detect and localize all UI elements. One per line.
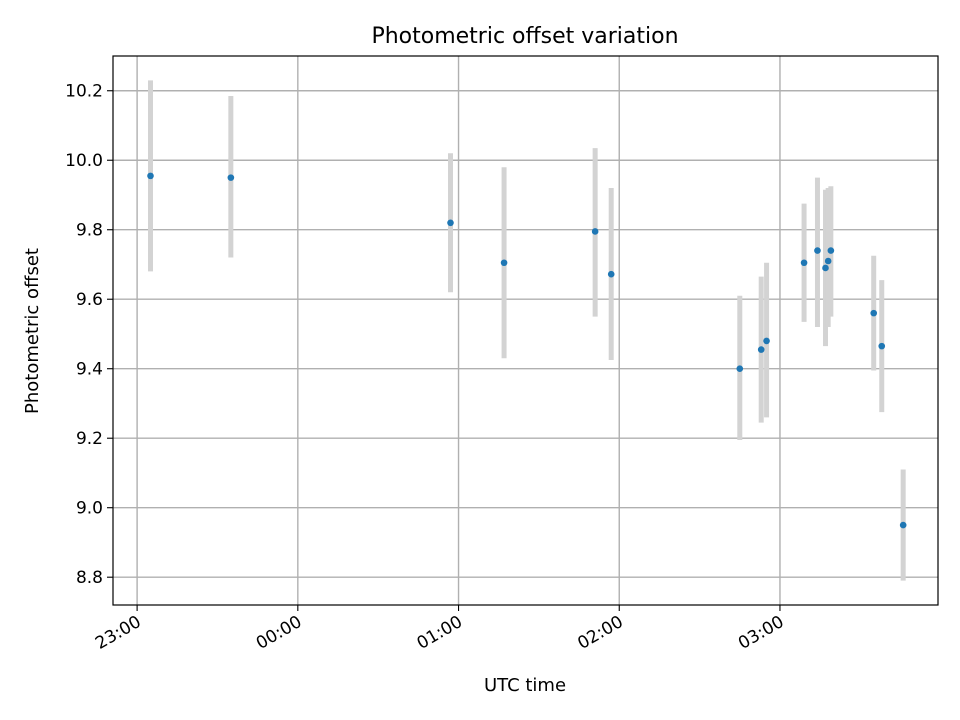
grid (113, 56, 938, 605)
data-point (607, 270, 615, 278)
data-point (870, 309, 878, 317)
data-point (227, 174, 235, 181)
y-tick-label: 8.8 (76, 568, 103, 588)
data-point (827, 247, 835, 254)
data-point (591, 228, 599, 235)
data-point (899, 521, 907, 529)
data-point (800, 259, 808, 267)
data-point (878, 342, 886, 350)
data-point (763, 337, 770, 345)
chart-title: Photometric offset variation (371, 24, 678, 49)
data-point (736, 365, 744, 373)
data-point (500, 259, 508, 267)
y-tick-label: 9.6 (76, 290, 103, 310)
data-points (147, 172, 907, 529)
data-point (447, 219, 454, 227)
plot-frame (112, 55, 939, 606)
y-tick-label: 10.2 (65, 82, 103, 102)
y-tick-label: 9.8 (76, 221, 103, 241)
y-axis-label: Photometric offset (22, 248, 43, 414)
data-point (822, 264, 829, 272)
y-tick-label: 10.0 (65, 151, 103, 171)
data-point (757, 346, 765, 353)
x-axis-label: UTC time (484, 675, 566, 696)
y-tick-label: 9.4 (76, 360, 103, 380)
y-axis-ticks: 8.8 9.0 9.2 9.4 9.6 9.8 10.0 10.2 (65, 82, 113, 588)
y-tick-label: 9.0 (76, 499, 103, 519)
y-tick-label: 9.2 (76, 429, 103, 449)
data-point (147, 172, 154, 180)
data-point (824, 257, 832, 265)
data-point (814, 247, 821, 254)
